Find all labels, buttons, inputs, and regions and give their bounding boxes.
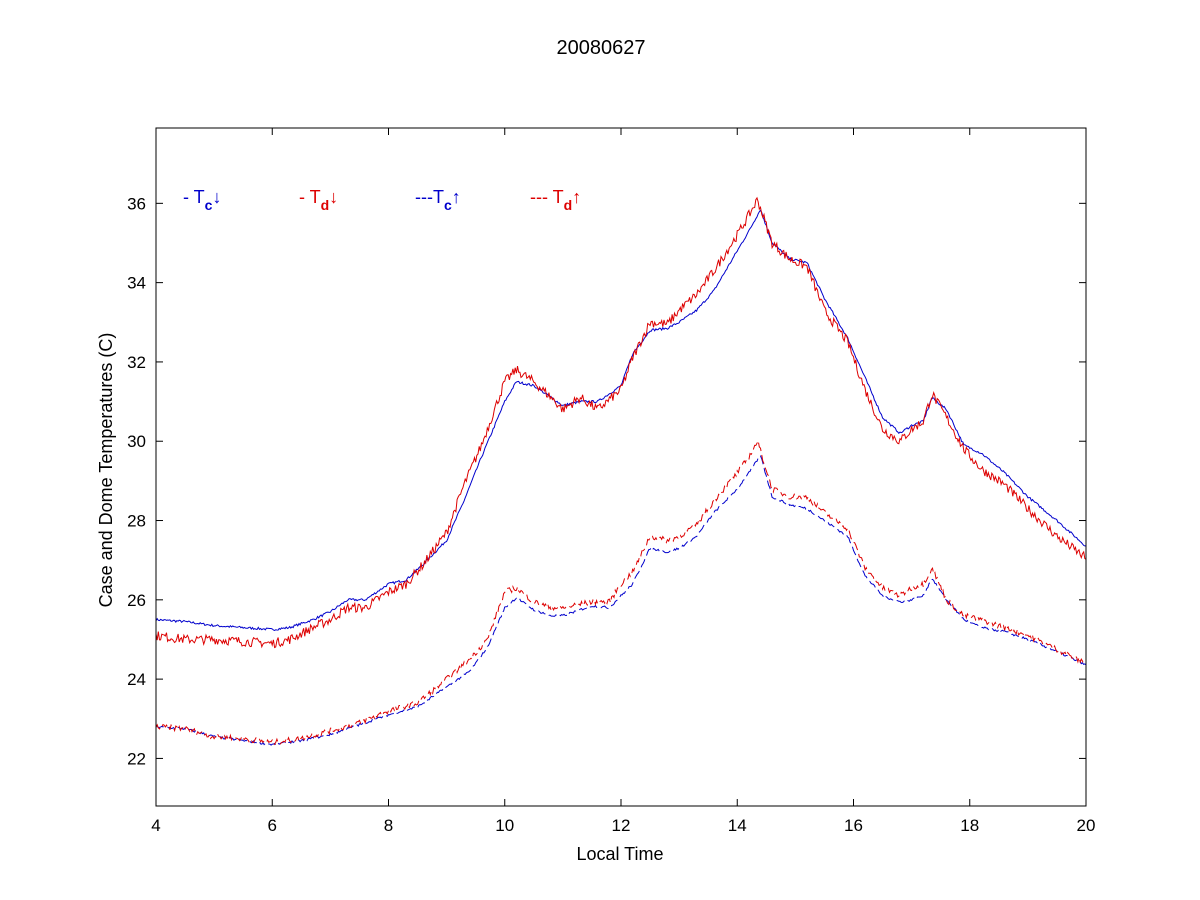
x-tick-label: 6 <box>268 816 277 835</box>
legend-entry-arrow: ↑ <box>572 187 581 207</box>
y-tick-label: 32 <box>127 353 146 372</box>
legend-entry-arrow: ↓ <box>212 187 221 207</box>
y-tick-label: 36 <box>127 194 146 213</box>
y-tick-label: 22 <box>127 749 146 768</box>
y-tick-label: 24 <box>127 670 146 689</box>
legend-entry-prefix: - T <box>183 187 205 207</box>
series-line-tc-down <box>156 209 1086 632</box>
x-tick-label: 10 <box>495 816 514 835</box>
legend-entry-subscript: d <box>321 197 330 213</box>
legend-entry-prefix: ---T <box>415 187 444 207</box>
y-tick-label: 28 <box>127 512 146 531</box>
legend-entry-arrow: ↑ <box>452 187 461 207</box>
series-line-td-up <box>156 438 1086 746</box>
legend-entry-subscript: c <box>444 197 452 213</box>
x-tick-label: 18 <box>960 816 979 835</box>
x-tick-label: 14 <box>728 816 747 835</box>
x-tick-label: 8 <box>384 816 393 835</box>
chart-title: 20080627 <box>557 37 646 59</box>
x-tick-label: 12 <box>612 816 631 835</box>
series-layer <box>156 196 1086 746</box>
legend-entry: - Td↓ <box>299 187 338 213</box>
legend-entry-prefix: --- T <box>530 187 564 207</box>
series-line-td-down <box>156 196 1086 649</box>
y-tick-label: 34 <box>127 274 146 293</box>
x-tick-label: 16 <box>844 816 863 835</box>
legend: - Tc↓ - Td↓ ---Tc↑ --- Td↑ <box>183 187 581 213</box>
x-axis: 4 6 8 10 12 14 16 18 20 <box>151 128 1095 835</box>
legend-entry-prefix: - T <box>299 187 321 207</box>
x-tick-label: 4 <box>151 816 160 835</box>
series-line-tc-up <box>156 455 1086 746</box>
y-axis: 22 24 26 28 30 32 34 36 <box>127 194 1086 768</box>
legend-entry: ---Tc↑ <box>415 187 461 213</box>
y-axis-label: Case and Dome Temperatures (C) <box>96 333 116 608</box>
legend-entry: --- Td↑ <box>530 187 581 213</box>
x-axis-label: Local Time <box>576 844 663 864</box>
y-tick-label: 26 <box>127 591 146 610</box>
legend-entry-subscript: d <box>564 197 573 213</box>
legend-entry: - Tc↓ <box>183 187 221 213</box>
legend-entry-subscript: c <box>205 197 213 213</box>
legend-entry-arrow: ↓ <box>329 187 338 207</box>
x-tick-label: 20 <box>1077 816 1096 835</box>
plot-area-frame <box>155 127 1087 807</box>
y-tick-label: 30 <box>127 432 146 451</box>
